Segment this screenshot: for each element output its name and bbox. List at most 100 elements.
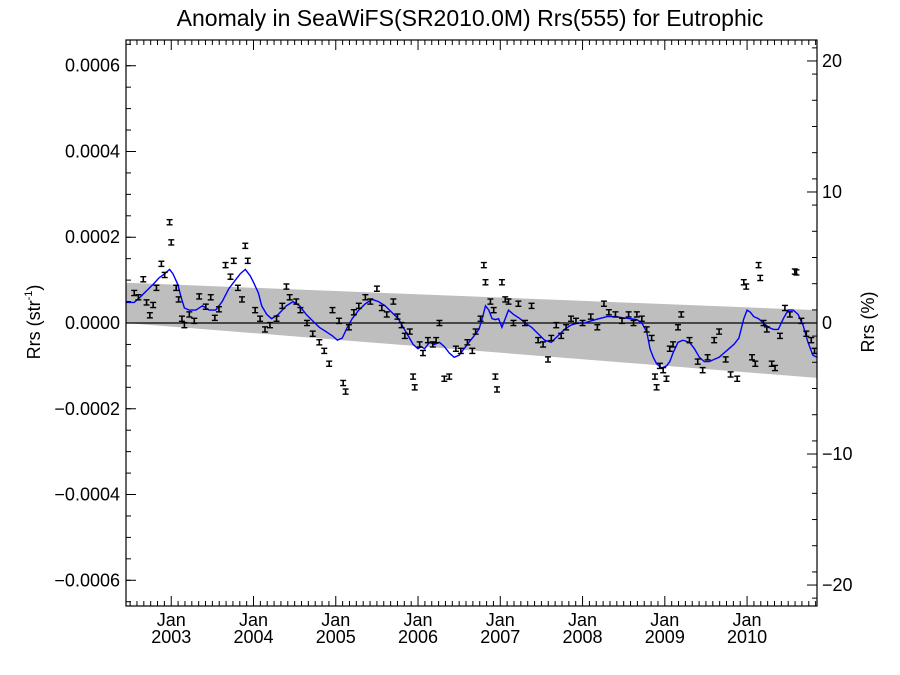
errorbar-point xyxy=(612,311,619,318)
errorbar-point xyxy=(390,298,397,305)
errorbar-point xyxy=(686,336,693,344)
errorbar-point xyxy=(242,242,249,250)
errorbar-point xyxy=(638,315,645,322)
errorbar-point xyxy=(502,296,509,303)
errorbar-point xyxy=(401,332,408,340)
y-axis-label-left-superscript: -1 xyxy=(23,291,35,301)
trend-band xyxy=(126,282,817,378)
errorbar-point xyxy=(763,326,770,333)
errorbar-point xyxy=(234,284,241,292)
errorbar-point xyxy=(135,294,142,301)
errorbar-point xyxy=(469,347,476,355)
errorbar-point xyxy=(279,302,286,310)
errorbar-point xyxy=(158,260,165,268)
errorbar-point xyxy=(572,317,579,325)
errorbar-point xyxy=(768,360,775,368)
errorbar-point xyxy=(140,275,147,283)
errorbar-point xyxy=(670,341,677,348)
errorbar-point xyxy=(266,321,273,329)
errorbar-point xyxy=(633,311,640,318)
errorbar-point xyxy=(498,278,505,286)
errorbar-point xyxy=(273,315,280,322)
errorbar-point xyxy=(540,341,547,348)
errorbar-point xyxy=(433,336,440,344)
errorbar-point xyxy=(535,336,542,344)
errorbar-point xyxy=(464,339,471,346)
y-axis-label-right: Rrs (%) xyxy=(858,292,878,353)
y-tick-label-left: 0.0006 xyxy=(65,56,120,76)
y-tick-label-left: 0.0004 xyxy=(65,141,120,161)
x-tick-label-month: Jan xyxy=(568,610,597,630)
errorbar-point xyxy=(651,373,658,380)
errorbar-point xyxy=(355,302,362,310)
errorbar-point xyxy=(398,321,405,329)
y-tick-label-left: −0.0006 xyxy=(54,570,120,590)
errorbar-point xyxy=(429,341,436,348)
errorbar-point xyxy=(678,311,685,318)
errorbar-point xyxy=(293,298,300,305)
errorbar-point xyxy=(244,257,251,265)
errorbar-point xyxy=(211,314,218,322)
errorbar-point xyxy=(153,284,160,292)
errorbar-point xyxy=(321,347,328,355)
x-tick-label-year: 2010 xyxy=(727,627,767,647)
y-tick-label-left: 0.0002 xyxy=(65,227,120,247)
errorbar-point xyxy=(674,324,681,331)
errorbar-point xyxy=(568,315,575,322)
errorbar-point xyxy=(143,299,150,306)
errorbar-point xyxy=(528,302,535,310)
errorbar-point xyxy=(490,306,497,314)
errorbar-point xyxy=(378,304,385,312)
axes: 0.0006 0.0004 0.0002 0.0000 −0.0002 −0.0004 −0… xyxy=(54,39,853,647)
y-tick-label-right: 0 xyxy=(822,313,832,333)
errorbar-point xyxy=(716,328,723,335)
errorbar-point xyxy=(472,328,479,335)
x-tick-label-month: Jan xyxy=(733,610,762,630)
x-tick-label-year: 2008 xyxy=(563,627,603,647)
errorbar-point xyxy=(699,366,706,374)
errorbar-point xyxy=(510,319,517,327)
chart-title: Anomaly in SeaWiFS(SR2010.0M) Rrs(555) f… xyxy=(177,5,764,31)
plot-area xyxy=(126,218,818,395)
x-tick-label-month: Jan xyxy=(650,610,679,630)
errorbar-point xyxy=(191,317,198,325)
errorbar-point xyxy=(436,319,443,327)
errorbar-point xyxy=(772,364,779,372)
errorbar-point xyxy=(257,315,264,322)
errorbar-point xyxy=(594,324,601,331)
errorbar-point xyxy=(196,293,203,300)
errorbar-point xyxy=(808,336,815,344)
x-tick-label-month: Jan xyxy=(486,610,515,630)
errorbar-point xyxy=(345,324,352,331)
errorbar-point xyxy=(316,339,323,346)
x-tick-label-month: Jan xyxy=(157,610,186,630)
errorbar-point xyxy=(786,311,793,318)
errorbar-point xyxy=(734,375,741,383)
errorbar-point xyxy=(166,218,173,226)
errorbar-point xyxy=(619,317,626,325)
errorbar-point xyxy=(410,373,417,380)
errorbar-point xyxy=(424,336,431,344)
errorbar-point xyxy=(656,362,663,370)
errorbar-point xyxy=(340,379,347,387)
errorbar-point xyxy=(587,313,594,320)
errorbar-point xyxy=(173,284,180,292)
errorbar-point xyxy=(373,285,380,292)
errorbar-point xyxy=(362,294,369,301)
errorbar-point xyxy=(178,315,185,322)
errorbar-point xyxy=(521,319,528,327)
errorbar-point xyxy=(394,313,401,320)
y-axis-label-left: Rrs (str-1) xyxy=(23,285,44,360)
errorbar-point xyxy=(798,317,805,325)
errorbar-point xyxy=(222,261,229,269)
errorbar-point xyxy=(487,298,494,305)
series-line-blue xyxy=(126,268,818,369)
y-tick-label-right: −20 xyxy=(822,575,853,595)
x-tick-label-month: Jan xyxy=(321,610,350,630)
y-tick-label-right: 20 xyxy=(822,51,842,71)
errorbar-point xyxy=(743,283,750,290)
errorbar-point xyxy=(367,298,374,305)
errorbar-point xyxy=(416,341,423,348)
y-tick-label-left: −0.0004 xyxy=(54,485,120,505)
